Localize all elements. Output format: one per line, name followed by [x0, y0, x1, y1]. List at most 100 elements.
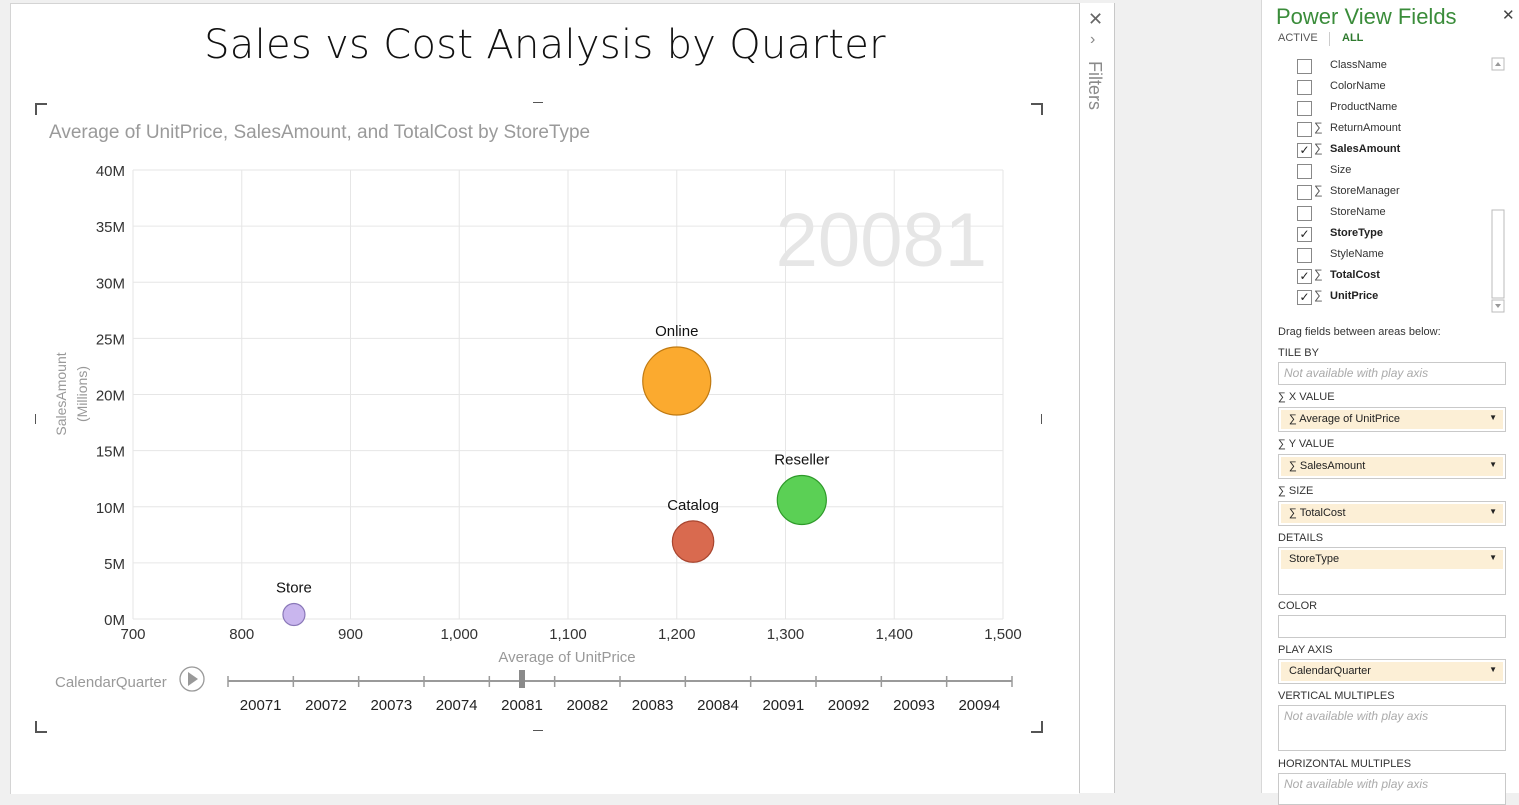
sigma-icon: ∑	[1278, 485, 1289, 497]
frame-corner-top-right[interactable]	[1031, 103, 1043, 115]
size-pill[interactable]: ∑ TotalCost ▼	[1281, 504, 1503, 523]
frame-corner-top-left[interactable]	[35, 103, 47, 115]
y-axis-title[interactable]: SalesAmount	[53, 352, 69, 435]
play-axis-quarter-label[interactable]: 20074	[436, 697, 478, 714]
x-axis-title[interactable]: Average of UnitPrice	[498, 649, 635, 666]
details-label: DETAILS	[1278, 532, 1324, 544]
horizontal-multiples-well[interactable]: Not available with play axis	[1278, 773, 1506, 805]
play-axis-quarter-label[interactable]: 20083	[632, 697, 674, 714]
field-row-returnamount[interactable]: ∑ ReturnAmount	[1262, 119, 1490, 140]
play-axis-quarter-label[interactable]: 20092	[828, 697, 870, 714]
report-title[interactable]: Sales vs Cost Analysis by Quarter	[204, 22, 886, 68]
bubble-reseller[interactable]	[776, 474, 827, 526]
bubble-label-store: Store	[276, 580, 312, 597]
field-row-totalcost[interactable]: ✓ ∑ TotalCost	[1262, 266, 1490, 287]
play-icon[interactable]	[188, 672, 198, 686]
sigma-icon: ∑	[1289, 460, 1300, 472]
report-canvas: Sales vs Cost Analysis by Quarter Averag…	[10, 3, 1079, 794]
field-checkbox[interactable]	[1297, 248, 1312, 263]
field-row-salesamount[interactable]: ✓ ∑ SalesAmount	[1262, 140, 1490, 161]
field-row-storetype[interactable]: ✓ StoreType	[1262, 224, 1490, 245]
play-axis-quarter-label[interactable]: 20071	[240, 697, 282, 714]
play-axis-label: CalendarQuarter	[55, 674, 167, 691]
play-axis-quarter-label[interactable]: 20094	[958, 697, 1000, 714]
field-row-storename[interactable]: StoreName	[1262, 203, 1490, 224]
y-value-pill[interactable]: ∑ SalesAmount ▼	[1281, 457, 1503, 476]
field-row-productname[interactable]: ProductName	[1262, 98, 1490, 119]
y-tick-label: 10M	[96, 500, 125, 517]
frame-handle-right[interactable]	[1041, 414, 1042, 424]
color-well[interactable]	[1278, 615, 1506, 638]
close-icon[interactable]: ✕	[1502, 7, 1515, 24]
tab-all[interactable]: ALL	[1342, 32, 1364, 44]
bubble-catalog[interactable]	[671, 520, 715, 563]
dropdown-arrow-icon[interactable]: ▼	[1489, 665, 1497, 674]
frame-corner-bottom-right[interactable]	[1031, 721, 1043, 733]
field-row-classname[interactable]: ClassName	[1262, 56, 1490, 77]
dropdown-arrow-icon[interactable]: ▼	[1489, 413, 1497, 422]
x-value-pill[interactable]: ∑ Average of UnitPrice ▼	[1281, 410, 1503, 429]
field-checkbox[interactable]: ✓	[1297, 143, 1312, 158]
play-axis-quarter-label[interactable]: 20091	[762, 697, 804, 714]
frame-corner-bottom-left[interactable]	[35, 721, 47, 733]
play-axis-quarter-label[interactable]: 20093	[893, 697, 935, 714]
field-checkbox[interactable]	[1297, 101, 1312, 116]
tile-by-well[interactable]: Not available with play axis	[1278, 362, 1506, 385]
dropdown-arrow-icon[interactable]: ▼	[1489, 553, 1497, 562]
field-checkbox[interactable]	[1297, 164, 1312, 179]
sigma-icon: ∑	[1278, 391, 1289, 403]
x-value-well[interactable]: ∑ Average of UnitPrice ▼	[1278, 407, 1506, 432]
bubble-store[interactable]	[282, 602, 306, 627]
details-pill[interactable]: StoreType ▼	[1281, 550, 1503, 569]
field-checkbox[interactable]	[1297, 185, 1312, 200]
field-checkbox[interactable]: ✓	[1297, 290, 1312, 305]
details-well[interactable]: StoreType ▼	[1278, 547, 1506, 595]
frame-handle-bottom[interactable]	[533, 730, 543, 731]
y-value-well[interactable]: ∑ SalesAmount ▼	[1278, 454, 1506, 479]
field-row-storemanager[interactable]: ∑ StoreManager	[1262, 182, 1490, 203]
field-row-size[interactable]: Size	[1262, 161, 1490, 182]
play-axis-quarter-label[interactable]: 20081	[501, 697, 543, 714]
size-well[interactable]: ∑ TotalCost ▼	[1278, 501, 1506, 526]
play-axis-quarter-label[interactable]: 20073	[370, 697, 412, 714]
filters-pane[interactable]: ✕ › Filters	[1079, 3, 1115, 793]
bubble-chart[interactable]: 20081 0M 5M 10M 15M 20M 25M 30M 35M 40M 700 800 900 1…	[11, 4, 1079, 744]
play-axis-quarter-label[interactable]: 20084	[697, 697, 739, 714]
dropdown-arrow-icon[interactable]: ▼	[1489, 460, 1497, 469]
sigma-icon: ∑	[1314, 183, 1323, 197]
horizontal-multiples-label: HORIZONTAL MULTIPLES	[1278, 758, 1412, 770]
filters-label[interactable]: Filters	[1085, 61, 1105, 110]
field-checkbox[interactable]	[1297, 122, 1312, 137]
play-axis-quarter-label[interactable]: 20082	[566, 697, 608, 714]
field-checkbox[interactable]	[1297, 80, 1312, 95]
field-checkbox[interactable]: ✓	[1297, 269, 1312, 284]
dropdown-arrow-icon[interactable]: ▼	[1489, 507, 1497, 516]
field-name: ClassName	[1330, 59, 1387, 71]
field-row-colorname[interactable]: ColorName	[1262, 77, 1490, 98]
field-checkbox[interactable]	[1297, 59, 1312, 74]
frame-handle-top[interactable]	[533, 102, 543, 103]
field-row-stylename[interactable]: StyleName	[1262, 245, 1490, 266]
y-tick-label: 30M	[96, 275, 125, 292]
x-tick-label: 800	[229, 626, 254, 643]
field-list-scrollbar[interactable]	[1490, 56, 1506, 316]
close-icon[interactable]: ✕	[1088, 9, 1104, 29]
play-axis-slider-handle[interactable]	[519, 670, 525, 688]
tab-divider	[1329, 32, 1330, 46]
sigma-icon: ∑	[1314, 120, 1323, 134]
field-checkbox[interactable]: ✓	[1297, 227, 1312, 242]
field-name: StoreManager	[1330, 185, 1400, 197]
bubble-online[interactable]	[642, 346, 712, 416]
bubble-label-catalog: Catalog	[667, 497, 719, 514]
chevron-right-icon[interactable]: ›	[1090, 31, 1096, 48]
play-axis-quarter-label[interactable]: 20072	[305, 697, 347, 714]
field-list: ClassName ColorName ProductName ∑ ReturnAmou…	[1262, 56, 1519, 318]
tab-active[interactable]: ACTIVE	[1278, 32, 1318, 44]
frame-handle-left[interactable]	[35, 414, 36, 424]
vertical-multiples-well[interactable]: Not available with play axis	[1278, 705, 1506, 751]
field-checkbox[interactable]	[1297, 206, 1312, 221]
play-axis-pill[interactable]: CalendarQuarter ▼	[1281, 662, 1503, 681]
x-tick-label: 1,200	[658, 626, 696, 643]
play-axis-well[interactable]: CalendarQuarter ▼	[1278, 659, 1506, 684]
field-row-unitprice[interactable]: ✓ ∑ UnitPrice	[1262, 287, 1490, 308]
